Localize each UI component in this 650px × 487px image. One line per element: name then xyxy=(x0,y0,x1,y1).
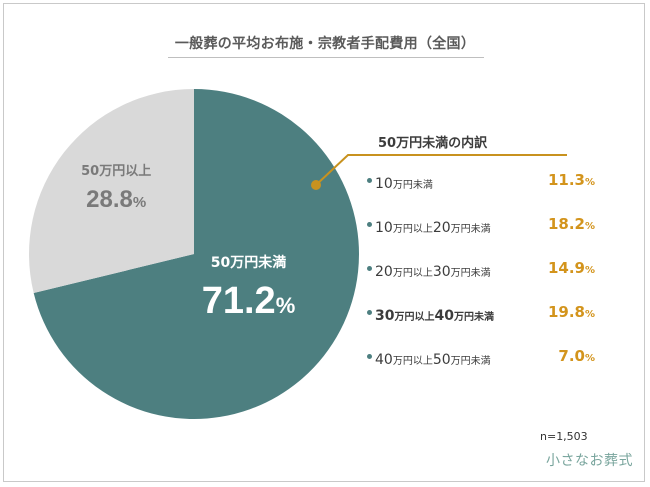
chart-frame xyxy=(3,3,645,482)
callout-line xyxy=(315,154,567,186)
slice-label: 50万円以上 xyxy=(81,164,151,179)
brand-logo: 小さなお葬式 xyxy=(546,453,633,469)
breakdown-row: 10万円以上20万円未満 18.2% xyxy=(367,215,595,238)
callout-connector xyxy=(311,154,567,190)
breakdown-title: 50万円未満の内訳 xyxy=(378,136,488,151)
breakdown-value: 18.2% xyxy=(547,215,595,233)
slice-over-50man xyxy=(28,89,194,294)
breakdown-row: 10万円未満 11.3% xyxy=(367,171,595,194)
breakdown-row: 30万円以上40万円未満 19.8% xyxy=(367,303,595,326)
pie-slices xyxy=(28,89,360,419)
bullet-icon xyxy=(367,354,372,359)
title-underline xyxy=(168,57,484,58)
breakdown-value: 11.3% xyxy=(547,171,595,189)
sample-size: n=1,503 xyxy=(540,430,588,443)
breakdown-label: 10万円以上20万円未満 xyxy=(375,220,491,236)
breakdown-value: 7.0% xyxy=(558,347,595,365)
slice-label: 50万円未満 xyxy=(211,254,286,271)
breakdown-label: 10万円未満 xyxy=(375,176,433,192)
slice-value: 28.8% xyxy=(86,186,146,213)
bullet-icon xyxy=(367,178,372,183)
bullet-icon xyxy=(367,222,372,227)
slice-value: 71.2% xyxy=(202,280,296,322)
breakdown-row: 40万円以上50万円未満 7.0% xyxy=(367,347,595,370)
breakdown-value: 14.9% xyxy=(547,259,595,277)
breakdown-label: 30万円以上40万円未満 xyxy=(375,308,494,324)
chart-title: 一般葬の平均お布施・宗教者手配費用（全国） xyxy=(174,36,476,52)
breakdown-row: 20万円以上30万円未満 14.9% xyxy=(367,259,595,282)
pie-labels: 50万円未満 71.2% 50万円以上 28.8% xyxy=(81,164,295,322)
breakdown-label: 20万円以上30万円未満 xyxy=(375,264,491,280)
bullet-icon xyxy=(367,266,372,271)
breakdown-value: 19.8% xyxy=(547,303,595,321)
breakdown-label: 40万円以上50万円未満 xyxy=(375,352,491,368)
slice-under-50man xyxy=(33,89,360,419)
bullet-icon xyxy=(367,310,372,315)
